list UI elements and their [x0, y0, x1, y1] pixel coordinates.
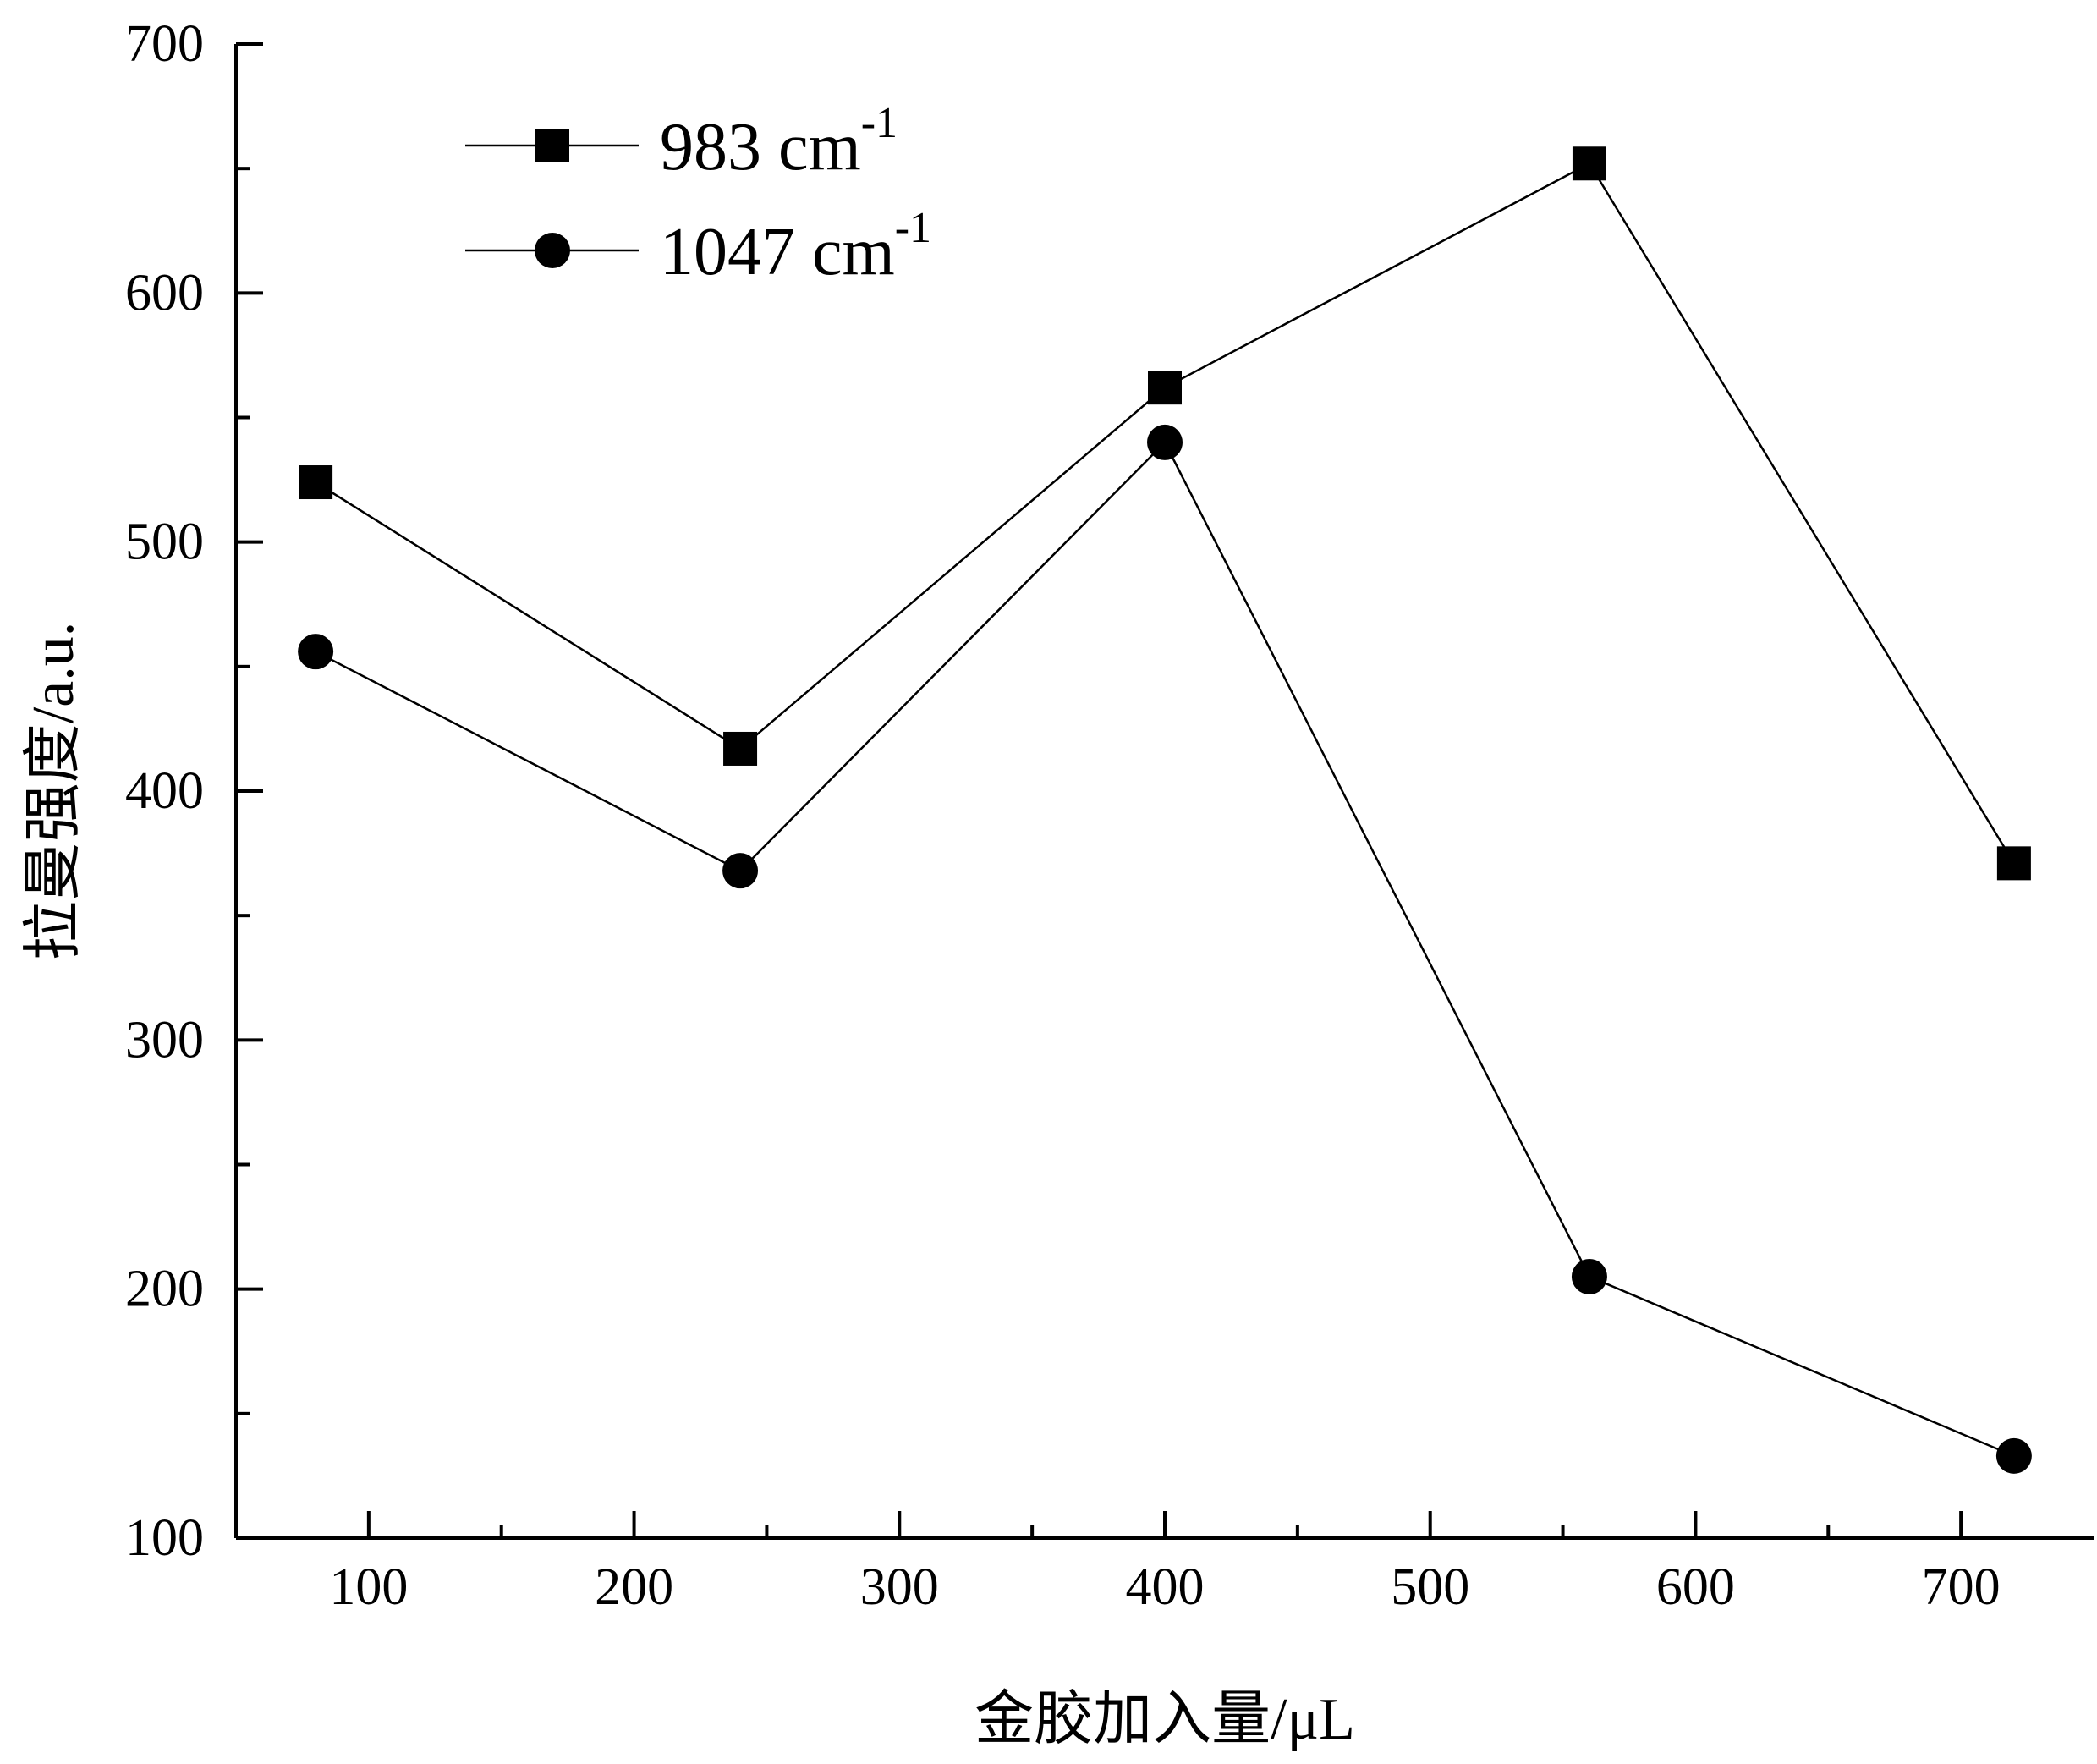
- y-tick-label: 700: [125, 15, 204, 73]
- x-tick-label: 600: [1656, 1558, 1735, 1616]
- series-2-point: [298, 634, 334, 670]
- legend-item-series-1: 983 cm-1: [465, 99, 898, 184]
- series-1-point: [1148, 371, 1182, 405]
- series-layer: [298, 146, 2032, 1474]
- legend-label-series-2: 1047 cm-1: [660, 204, 931, 289]
- legend-marker-square-icon: [535, 129, 569, 162]
- y-axis-title: 拉曼强度/a.u.: [21, 622, 86, 961]
- series-1-point: [1572, 146, 1606, 181]
- x-tick-label: 300: [860, 1558, 939, 1616]
- series-2-point: [722, 853, 759, 889]
- series-1-point: [299, 465, 333, 500]
- y-tick-label: 100: [125, 1509, 204, 1567]
- legend-item-series-2: 1047 cm-1: [465, 204, 931, 289]
- series-1-line: [315, 162, 2015, 865]
- tick-labels: 100 200 300 400 500 600 700 100 200 300 400 500 600 7…: [125, 15, 2001, 1616]
- legend: 983 cm-1 1047 cm-1: [465, 99, 931, 289]
- axes: [234, 44, 2094, 1540]
- series-1-point: [723, 731, 758, 766]
- x-tick-label: 500: [1391, 1558, 1469, 1616]
- series-2-line: [315, 440, 2015, 1458]
- x-tick-label: 400: [1126, 1558, 1205, 1616]
- ticks: [236, 42, 1963, 1540]
- series-2: [298, 424, 2032, 1474]
- y-tick-label: 600: [125, 264, 204, 321]
- y-tick-label: 200: [125, 1261, 204, 1318]
- series-2-point: [1995, 1437, 2032, 1474]
- series-1: [299, 146, 2031, 881]
- series-2-point: [1571, 1258, 1607, 1294]
- x-tick-label: 100: [329, 1558, 408, 1616]
- series-1-point: [1996, 846, 2031, 881]
- series-2-point: [1147, 424, 1183, 460]
- y-tick-label: 500: [125, 514, 204, 571]
- x-tick-label: 200: [595, 1558, 673, 1616]
- x-tick-label: 700: [1922, 1558, 2001, 1616]
- y-tick-label: 400: [125, 762, 204, 820]
- x-axis-title: 金胶加入量/μL: [974, 1687, 1355, 1752]
- legend-label-series-1: 983 cm-1: [660, 99, 898, 184]
- y-tick-label: 300: [125, 1011, 204, 1069]
- legend-marker-circle-icon: [535, 233, 570, 268]
